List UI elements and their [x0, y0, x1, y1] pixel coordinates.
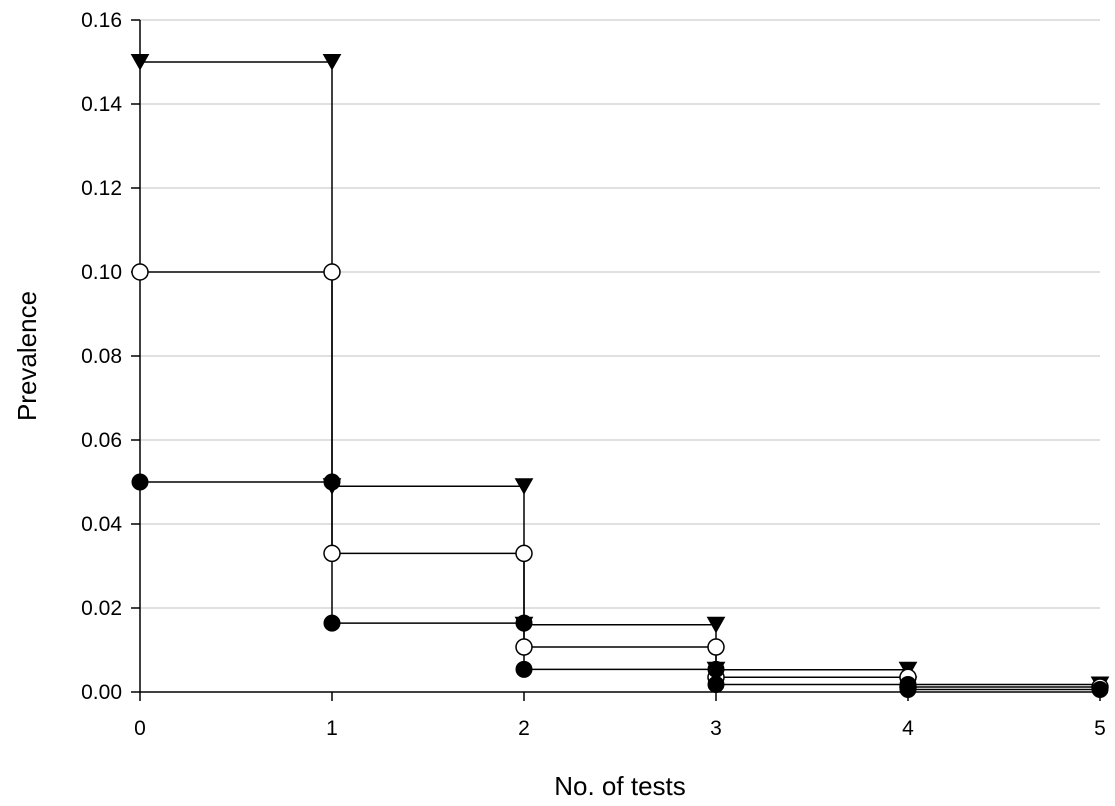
marker-circle-open [323, 544, 341, 563]
marker-circle-open [131, 263, 149, 281]
x-tick-label: 2 [518, 717, 530, 740]
y-tick-label: 0.12 [81, 177, 122, 200]
marker-circle-filled [323, 614, 341, 632]
marker-circle-filled [131, 473, 149, 491]
marker-triangle-down [130, 54, 150, 71]
marker-triangle-down [706, 616, 726, 634]
x-tick-label: 0 [134, 717, 146, 740]
marker-circle-filled [515, 614, 533, 632]
x-tick-label: 4 [902, 717, 914, 740]
y-tick-label: 0.08 [81, 345, 122, 368]
x-tick-label: 1 [326, 717, 338, 740]
y-tick-label: 0.06 [81, 429, 122, 452]
marker-circle-filled [323, 473, 341, 491]
y-tick-label: 0.14 [81, 93, 122, 116]
series-layer [140, 61, 1100, 691]
y-tick-label: 0.10 [81, 261, 122, 284]
x-tick-label: 5 [1094, 717, 1106, 740]
marker-circle-open [323, 263, 341, 281]
marker-triangle-down [322, 54, 342, 71]
marker-circle-filled [1091, 680, 1109, 698]
marker-circle-filled [707, 660, 725, 678]
markers-layer [130, 54, 1110, 698]
marker-triangle-down [514, 478, 534, 495]
marker-circle-filled [707, 675, 725, 693]
y-tick-label: 0.16 [81, 9, 122, 32]
gridlines [140, 19, 1100, 609]
y-axis-title: Prevalence [12, 291, 42, 421]
y-tick-label: 0.02 [81, 597, 122, 620]
marker-circle-filled [899, 680, 917, 698]
marker-circle-open [515, 638, 533, 656]
marker-circle-open [515, 544, 533, 563]
y-tick-label: 0.04 [81, 513, 122, 536]
y-tick-label: 0.00 [81, 681, 122, 704]
marker-circle-filled [515, 660, 533, 678]
x-axis-title: No. of tests [554, 771, 686, 801]
ticks: 0.00 0.02 0.04 0.06 0.08 0.10 0.12 0.14 0.16 0 1 2 3… [81, 9, 1106, 740]
marker-circle-open [707, 638, 725, 656]
x-tick-label: 3 [710, 717, 722, 740]
